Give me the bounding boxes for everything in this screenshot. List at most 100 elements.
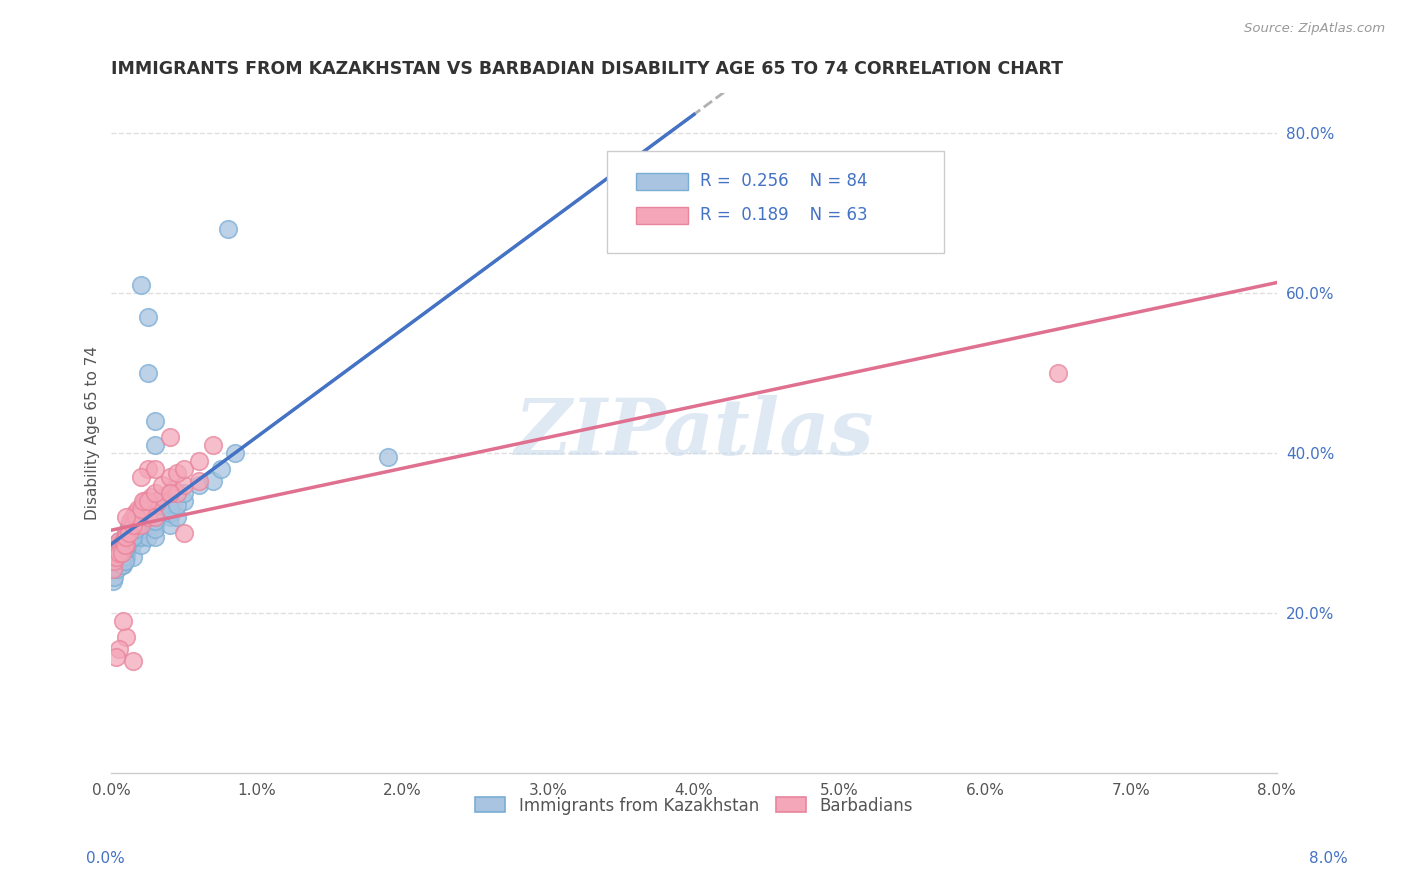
Point [121, 538, 143, 552]
Point [159, 506, 181, 520]
Point [110, 546, 132, 560]
Point [135, 510, 157, 524]
Point [134, 506, 156, 520]
Point [104, 558, 127, 573]
Point [143, 414, 166, 428]
Point [136, 310, 159, 325]
Point [132, 514, 155, 528]
Text: Source: ZipAtlas.com: Source: ZipAtlas.com [1244, 22, 1385, 36]
Point [166, 510, 188, 524]
Point [122, 510, 145, 524]
Point [129, 526, 152, 541]
Point [115, 542, 138, 557]
Point [115, 538, 138, 552]
Point [162, 498, 184, 512]
Point [143, 510, 166, 524]
Point [136, 502, 159, 516]
Point [101, 574, 124, 589]
Point [122, 530, 145, 544]
Point [104, 650, 127, 665]
Point [103, 546, 125, 560]
Point [107, 534, 129, 549]
Point [114, 530, 136, 544]
Point [159, 518, 181, 533]
Point [101, 562, 124, 576]
Point [118, 518, 141, 533]
Point [143, 438, 166, 452]
Point [187, 454, 209, 468]
Point [117, 538, 139, 552]
Point [132, 498, 155, 512]
Point [115, 550, 138, 565]
Point [105, 542, 128, 557]
Point [150, 478, 173, 492]
Point [153, 506, 176, 520]
Point [124, 506, 146, 520]
Point [136, 502, 159, 516]
Point [107, 546, 129, 560]
Point [115, 542, 138, 557]
Point [187, 478, 209, 492]
Point [129, 530, 152, 544]
Point [103, 570, 125, 584]
Point [150, 490, 173, 504]
Point [173, 478, 195, 492]
Point [120, 530, 142, 544]
Point [115, 631, 138, 645]
Point [101, 562, 124, 576]
Point [128, 510, 150, 524]
Text: R =  0.189    N = 63: R = 0.189 N = 63 [700, 206, 868, 224]
Point [132, 494, 155, 508]
Point [143, 530, 166, 544]
Text: 0.0%: 0.0% [86, 851, 125, 865]
Point [136, 510, 159, 524]
Point [120, 514, 142, 528]
Point [122, 550, 145, 565]
Point [166, 498, 188, 512]
Point [112, 550, 135, 565]
Point [125, 522, 148, 536]
Point [187, 475, 209, 489]
Point [115, 510, 138, 524]
Point [150, 498, 173, 512]
Point [103, 554, 125, 568]
Point [173, 462, 195, 476]
Point [136, 366, 159, 380]
Point [136, 530, 159, 544]
Point [143, 486, 166, 500]
Point [110, 546, 132, 560]
Point [159, 510, 181, 524]
Point [108, 538, 131, 552]
Point [143, 514, 166, 528]
Point [110, 542, 132, 557]
Point [136, 502, 159, 516]
Point [166, 486, 188, 500]
Point [136, 462, 159, 476]
Point [143, 518, 166, 533]
Point [125, 518, 148, 533]
Point [114, 554, 136, 568]
Point [104, 550, 127, 565]
Point [114, 538, 136, 552]
Point [139, 490, 162, 504]
Point [159, 486, 181, 500]
Point [129, 518, 152, 533]
Point [127, 530, 149, 544]
Point [146, 510, 169, 524]
Legend: Immigrants from Kazakhstan, Barbadians: Immigrants from Kazakhstan, Barbadians [467, 789, 921, 823]
Point [209, 462, 232, 476]
Point [104, 546, 127, 560]
Point [173, 494, 195, 508]
Point [143, 462, 166, 476]
Point [202, 475, 225, 489]
Point [112, 558, 135, 573]
Point [125, 510, 148, 524]
Point [108, 542, 131, 557]
Point [134, 494, 156, 508]
Point [122, 530, 145, 544]
Point [141, 498, 163, 512]
Point [173, 486, 195, 500]
Point [148, 502, 170, 516]
Text: IMMIGRANTS FROM KAZAKHSTAN VS BARBADIAN DISABILITY AGE 65 TO 74 CORRELATION CHAR: IMMIGRANTS FROM KAZAKHSTAN VS BARBADIAN … [111, 60, 1063, 78]
Point [115, 530, 138, 544]
